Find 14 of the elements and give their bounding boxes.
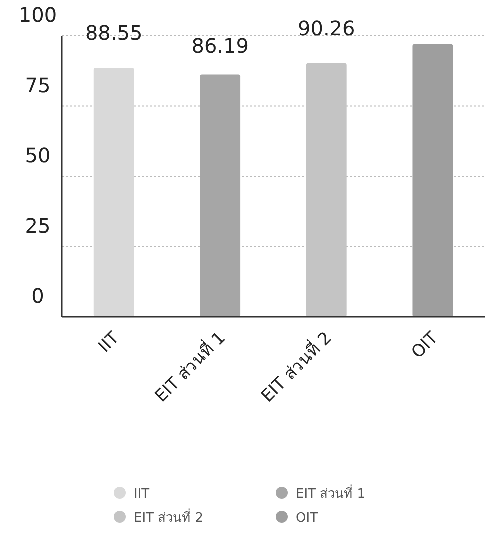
legend-label: IIT [134, 487, 150, 502]
y-tick-label: 25 [25, 214, 51, 238]
x-tick-label: IIT [95, 328, 124, 357]
legend-label: EIT ส่วนที่ 2 [134, 509, 204, 526]
data-label: 88.55 [85, 21, 143, 46]
data-label: 90.26 [298, 16, 356, 40]
x-tick-label: OIT [408, 328, 443, 363]
legend-label: EIT ส่วนที่ 1 [296, 485, 366, 502]
legend-label: OIT [296, 511, 318, 526]
y-tick-label: 75 [25, 73, 51, 98]
y-tick-label: 0 [32, 284, 44, 308]
y-tick-label: 100 [18, 3, 58, 27]
data-label: 86.19 [192, 34, 249, 58]
y-tick-label: 50 [25, 144, 51, 168]
